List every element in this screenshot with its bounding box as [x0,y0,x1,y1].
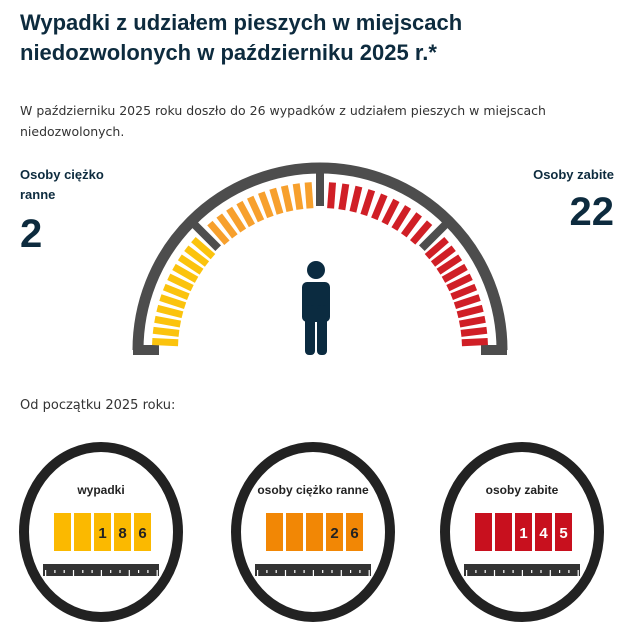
counter-digit-box [286,513,303,551]
gauge-tick [152,326,180,337]
gauge-tick [327,182,337,209]
counter-digit: 8 [118,525,126,542]
gauge-tick [156,304,184,319]
counter-0: wypadki 1 8 6 [19,442,183,622]
counter-digit: 5 [559,525,567,542]
gauge-tick [152,337,179,347]
gauge-tick [456,304,484,319]
gauge-tick [216,213,238,239]
counter-digit-box [306,513,323,551]
counter-digit-box [555,513,572,551]
gauge-foot-left [133,345,159,355]
counter-digit-box [475,513,492,551]
gauge-tick [154,315,182,328]
gauge-tick [450,283,478,301]
gauge-tick [162,283,190,301]
counter-digit-box [326,513,343,551]
counter-2: osoby zabite 1 4 5 [440,442,604,622]
counter-digit-box [535,513,552,551]
gauge-tick [371,193,388,221]
ruler-icon [255,564,371,576]
gauge-tick [280,185,294,212]
gauge-tick [167,273,194,292]
ruler-icon [464,564,580,576]
gauge-tick [453,294,481,310]
gauge-tick [460,326,488,337]
gauge-tick [424,236,449,260]
gauge-tick [446,273,473,292]
gauge-tick [360,189,376,216]
counter-digit-box [94,513,111,551]
killed-label: Osoby zabite [533,167,614,182]
counter-digit-box [266,513,283,551]
gauge-tick [338,183,350,211]
gauge-tick [159,294,187,310]
gauge-tick [436,254,463,275]
gauge-tick [461,337,488,347]
seriously-injured-value: 2 [20,212,43,256]
gauge-tick [349,185,363,213]
gauge-tick [409,220,433,245]
gauge-tick [236,200,255,228]
counter-digit-box [114,513,131,551]
counter-label: osoby ciężko ranne [257,483,369,497]
intro-text: W październiku 2025 roku doszło do 26 wy… [20,103,546,139]
killed-value: 22 [569,190,615,234]
counter-digit-box [346,513,363,551]
gauge-tick [258,191,274,219]
gauge-divider [188,218,222,252]
gauge-tick [304,182,314,209]
counter-label: osoby zabite [486,483,559,497]
gauge-foot-right [481,345,507,355]
counter-digit: 6 [350,525,358,542]
gauge-tick [381,198,400,226]
counter-digit-box [74,513,91,551]
gauge-tick [191,236,216,260]
gauge-tick [177,254,204,275]
counter-digit-box [54,513,71,551]
counter-1: osoby ciężko ranne 2 6 [231,442,395,622]
counter-digit: 4 [539,525,548,542]
gauge-tick [430,245,456,267]
seriously-injured-label: Osoby ciężko ranne [20,167,104,202]
pedestrian-icon [302,261,330,355]
gauge-tick [172,263,199,283]
page-title: Wypadki z udziałem pieszych w miejscach … [20,10,463,65]
counter-digit: 1 [98,525,106,542]
counter-label: wypadki [76,483,124,497]
gauge-tick [247,195,265,223]
since-label: Od początku 2025 roku: [20,398,176,413]
gauge-tick [226,206,247,233]
gauge-tick [441,263,468,283]
gauge-tick [400,212,422,238]
counter-digit-box [134,513,151,551]
gauge-divider [418,218,452,252]
counter-digit-box [495,513,512,551]
counter-digit-box [515,513,532,551]
counter-digit: 1 [519,525,527,542]
gauge-tick [184,245,210,267]
counter-digit: 2 [330,525,338,542]
counter-digit: 6 [138,525,146,542]
gauge-tick [391,205,412,231]
gauge-tick [292,183,304,210]
gauge-tick [207,220,230,246]
gauge-tick [269,187,284,215]
gauge-tick [458,315,486,328]
ruler-icon [43,564,159,576]
